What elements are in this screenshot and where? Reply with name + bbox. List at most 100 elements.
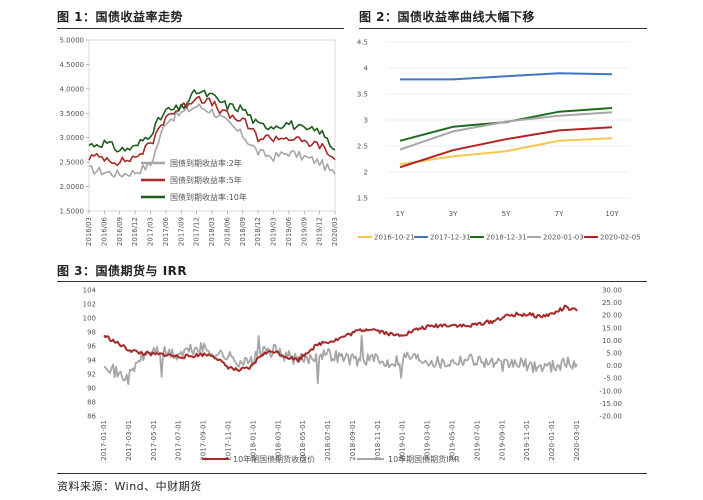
- left-y-tick-label: 98: [87, 329, 96, 337]
- x-tick-label: 2018-07-01: [324, 420, 332, 461]
- legend-label-futures: 10年期国债期货收盘价: [233, 454, 315, 464]
- figure1-title-rule: [57, 28, 344, 29]
- x-tick-label: 2017/03: [147, 217, 155, 246]
- figure3-title: 图 3：国债期货与 IRR: [57, 264, 188, 278]
- left-y-tick-label: 96: [87, 343, 96, 351]
- series-line-1: [88, 103, 336, 178]
- x-tick-label: 2017/12: [193, 217, 201, 246]
- source-rule: [57, 473, 647, 474]
- right-y-tick-label: 10.00: [602, 337, 622, 345]
- x-tick-label: 2019-07-01: [473, 420, 481, 461]
- x-tick-label: 2018/12: [254, 217, 262, 246]
- legend-label-5: 2020-02-05: [600, 234, 641, 242]
- figure2-title: 图 2：国债收益率曲线大幅下移: [359, 10, 536, 24]
- x-tick-label: 5Y: [502, 210, 511, 218]
- x-tick-label: 2018-11-01: [374, 420, 382, 461]
- x-tick-label: 2019-01-01: [399, 420, 407, 461]
- y-tick-label: 3.0000: [60, 134, 85, 142]
- x-tick-label: 2016/12: [131, 217, 139, 246]
- y-tick-label: 2.0000: [60, 183, 85, 191]
- series-line-3: [399, 107, 613, 142]
- x-tick-label: 2016/06: [100, 216, 108, 246]
- series-line-4: [399, 111, 613, 151]
- x-tick-label: 2019/09: [300, 217, 308, 246]
- y-tick-label: 4.5: [357, 39, 368, 47]
- x-tick-label: 2020-03-01: [573, 420, 581, 461]
- x-tick-label: 2018-09-01: [349, 420, 357, 461]
- x-tick-label: 2016/09: [116, 217, 124, 246]
- figure3-chart: 104 102 100 98 96 94 92 90 88 86 30.00 25.00 20.00 15…: [83, 287, 622, 465]
- series-line-3: [88, 89, 336, 153]
- x-tick-label: 7Y: [555, 210, 564, 218]
- x-tick-label: 2018/09: [239, 217, 247, 246]
- legend-label-2: 国债到期收益率:5年: [170, 175, 242, 185]
- y-tick-label: 2: [364, 169, 368, 177]
- left-y-tick-label: 90: [87, 385, 96, 393]
- right-y-tick-label: 25.00: [602, 299, 622, 307]
- x-tick-label: 1Y: [396, 210, 405, 218]
- figure1-chart: 5.0000 4.5000 4.0000 3.5000 3.0000 2.5000 2.00…: [60, 37, 340, 247]
- legend-label-1: 2016-10-21: [374, 234, 415, 242]
- x-tick-label: 2019/03: [270, 217, 278, 246]
- y-tick-label: 3: [364, 117, 368, 125]
- left-y-tick-label: 94: [87, 357, 96, 365]
- figure2-title-rule: [359, 28, 647, 29]
- right-y-tick-label: -20.00: [599, 413, 622, 421]
- y-tick-label: 4.5000: [60, 61, 85, 69]
- x-tick-label: 2019-03-01: [424, 420, 432, 461]
- x-tick-label: 2018-05-01: [299, 420, 307, 461]
- left-y-tick-label: 104: [83, 287, 97, 295]
- series-line-2: [400, 72, 613, 81]
- x-tick-label: 2017-09-01: [200, 420, 208, 461]
- legend-label-1: 国债到期收益率:2年: [170, 158, 242, 168]
- x-tick-label: 2018/06: [223, 216, 231, 246]
- left-y-tick-label: 92: [87, 371, 96, 379]
- legend-label-3: 国债到期收益率:10年: [170, 192, 247, 202]
- right-y-tick-label: -5.00: [604, 375, 622, 383]
- legend-label-3: 2018-12-31: [486, 234, 527, 242]
- series-line-2: [88, 95, 336, 167]
- right-y-tick-label: -10.00: [599, 387, 622, 395]
- x-tick-label: 3Y: [449, 210, 458, 218]
- x-tick-label: 2018/03: [208, 217, 216, 246]
- y-tick-label: 1.5: [357, 195, 368, 203]
- x-tick-label: 2017-11-01: [224, 420, 232, 461]
- x-tick-label: 2019-11-01: [523, 420, 531, 461]
- legend-label-4: 2020-01-03: [543, 234, 584, 242]
- y-tick-label: 3.5000: [60, 110, 85, 118]
- left-y-tick-label: 88: [87, 399, 96, 407]
- right-y-tick-label: 20.00: [602, 312, 622, 320]
- x-tick-label: 2019-05-01: [449, 420, 457, 461]
- y-tick-label: 2.5000: [60, 159, 85, 167]
- x-tick-label: 2017-05-01: [150, 420, 158, 461]
- x-tick-label: 2019-09-01: [498, 420, 506, 461]
- y-tick-label: 1.5000: [60, 208, 85, 216]
- x-tick-label: 2020-01-01: [548, 420, 556, 461]
- figure3-title-rule: [57, 281, 647, 282]
- x-tick-label: 2017-07-01: [175, 420, 183, 461]
- x-tick-label: 2018-01-01: [249, 420, 257, 461]
- x-tick-label: 2019/12: [316, 217, 324, 246]
- x-tick-label: 2019/06: [285, 216, 293, 246]
- series-line-futures: [103, 304, 578, 372]
- x-tick-label: 10Y: [605, 210, 619, 218]
- y-tick-label: 5.0000: [60, 37, 85, 45]
- y-tick-label: 4.0000: [60, 85, 85, 93]
- left-y-tick-label: 86: [87, 413, 96, 421]
- right-y-tick-label: 0.00: [606, 362, 622, 370]
- legend-label-2: 2017-12-31: [430, 234, 471, 242]
- right-y-tick-label: -15.00: [599, 400, 622, 408]
- x-tick-label: 2017-03-01: [125, 420, 133, 461]
- x-tick-label: 2018-03-01: [274, 420, 282, 461]
- source-note: 资料来源：Wind、中财期货: [57, 480, 202, 493]
- x-tick-label: 2017/09: [177, 217, 185, 246]
- left-y-tick-label: 100: [83, 315, 96, 323]
- series-line-irr: [103, 334, 578, 385]
- figure1-title: 图 1：国债收益率走势: [57, 10, 184, 24]
- x-tick-label: 2017-01-01: [100, 420, 108, 461]
- right-y-tick-label: 5.00: [606, 350, 622, 358]
- y-tick-label: 4: [364, 65, 369, 73]
- x-tick-label: 2017/06: [162, 216, 170, 246]
- x-tick-label: 2020/03: [331, 217, 339, 246]
- left-y-tick-label: 102: [83, 301, 96, 309]
